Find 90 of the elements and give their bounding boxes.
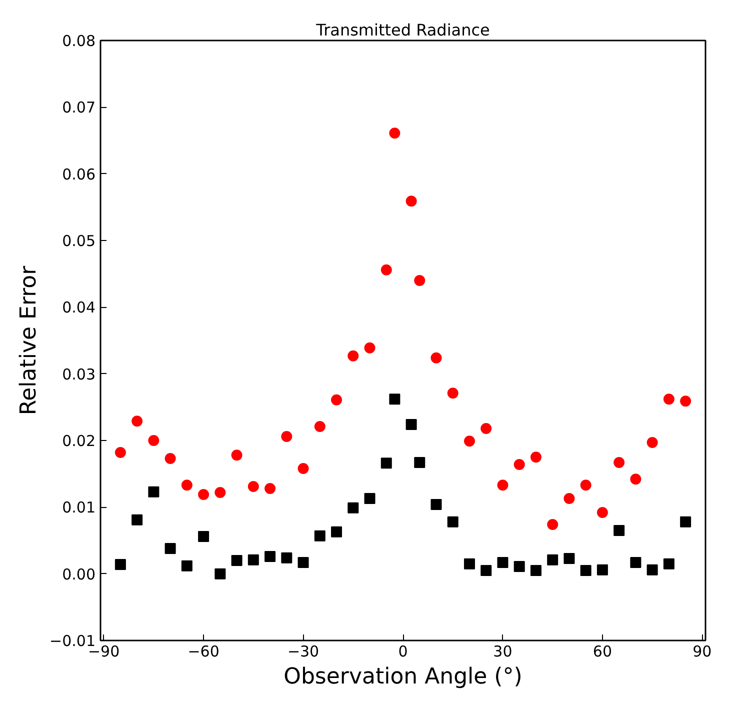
point	[564, 553, 575, 564]
point	[497, 557, 508, 568]
point	[430, 352, 442, 364]
point	[547, 554, 558, 566]
point	[430, 499, 442, 510]
y-tick-label: 0.06	[62, 165, 96, 184]
point	[364, 342, 376, 354]
point	[389, 394, 400, 405]
y-tick-label: 0.07	[62, 98, 96, 117]
point	[680, 516, 692, 528]
point	[406, 196, 417, 207]
point	[214, 568, 226, 580]
point	[314, 421, 326, 432]
x-tick-label: −30	[287, 642, 320, 660]
y-tick-label: 0.02	[62, 432, 96, 450]
point	[547, 519, 558, 530]
x-tick-label: 30	[493, 642, 512, 660]
point	[580, 480, 592, 491]
point	[148, 435, 160, 446]
point	[480, 565, 492, 576]
point	[646, 564, 658, 576]
point	[663, 558, 674, 570]
point	[630, 557, 642, 568]
point	[663, 394, 674, 405]
point	[248, 554, 259, 566]
point	[530, 565, 542, 576]
y-axis-title: Relative Error	[16, 264, 42, 416]
x-tick-label: 90	[692, 642, 712, 660]
point	[181, 480, 192, 491]
point	[231, 450, 242, 461]
point	[281, 552, 292, 564]
point	[680, 396, 692, 407]
point	[414, 457, 426, 468]
point	[314, 530, 326, 542]
point	[464, 558, 475, 570]
point	[514, 561, 525, 572]
point	[148, 486, 160, 498]
point	[181, 560, 192, 572]
point	[364, 493, 376, 504]
point	[380, 264, 392, 276]
point	[447, 388, 458, 399]
x-tick-label: 0	[398, 642, 408, 660]
point	[406, 419, 417, 430]
point	[646, 437, 658, 448]
point	[298, 557, 309, 568]
point	[464, 436, 475, 447]
point	[530, 452, 542, 463]
point	[264, 483, 276, 494]
point	[580, 565, 592, 576]
x-tick-label: −60	[188, 642, 220, 660]
y-tick-label: 0.00	[62, 565, 96, 584]
point	[114, 559, 126, 570]
point	[447, 516, 458, 528]
point	[164, 543, 176, 554]
point	[331, 394, 342, 406]
point	[298, 463, 309, 474]
point	[132, 416, 143, 427]
point	[596, 507, 608, 518]
point	[389, 128, 400, 139]
y-tick-label: 0.04	[62, 298, 96, 317]
point	[198, 489, 210, 500]
point	[380, 458, 392, 469]
y-tick-label: 0.05	[62, 232, 96, 250]
point	[164, 453, 176, 464]
point	[248, 481, 259, 492]
point	[614, 457, 625, 468]
point	[614, 525, 625, 536]
point	[348, 350, 359, 362]
point	[497, 480, 508, 491]
point	[480, 423, 492, 434]
y-tick-label: 0.01	[62, 498, 96, 517]
point	[231, 555, 242, 566]
y-tick-label: 0.03	[62, 365, 96, 384]
point	[564, 493, 575, 504]
point	[281, 431, 292, 442]
point	[414, 275, 426, 286]
point	[596, 564, 608, 576]
chart-title: Transmitted Radiance	[315, 20, 490, 40]
point	[114, 447, 126, 458]
x-axis-title: Observation Angle (°)	[284, 664, 522, 690]
point	[630, 474, 642, 485]
y-tick-label: 0.08	[62, 32, 96, 50]
point	[264, 551, 276, 562]
point	[514, 459, 525, 470]
point	[331, 526, 342, 538]
x-tick-label: 60	[592, 642, 612, 660]
point	[132, 514, 143, 526]
point	[348, 502, 359, 514]
point	[198, 531, 210, 542]
point	[214, 487, 226, 498]
